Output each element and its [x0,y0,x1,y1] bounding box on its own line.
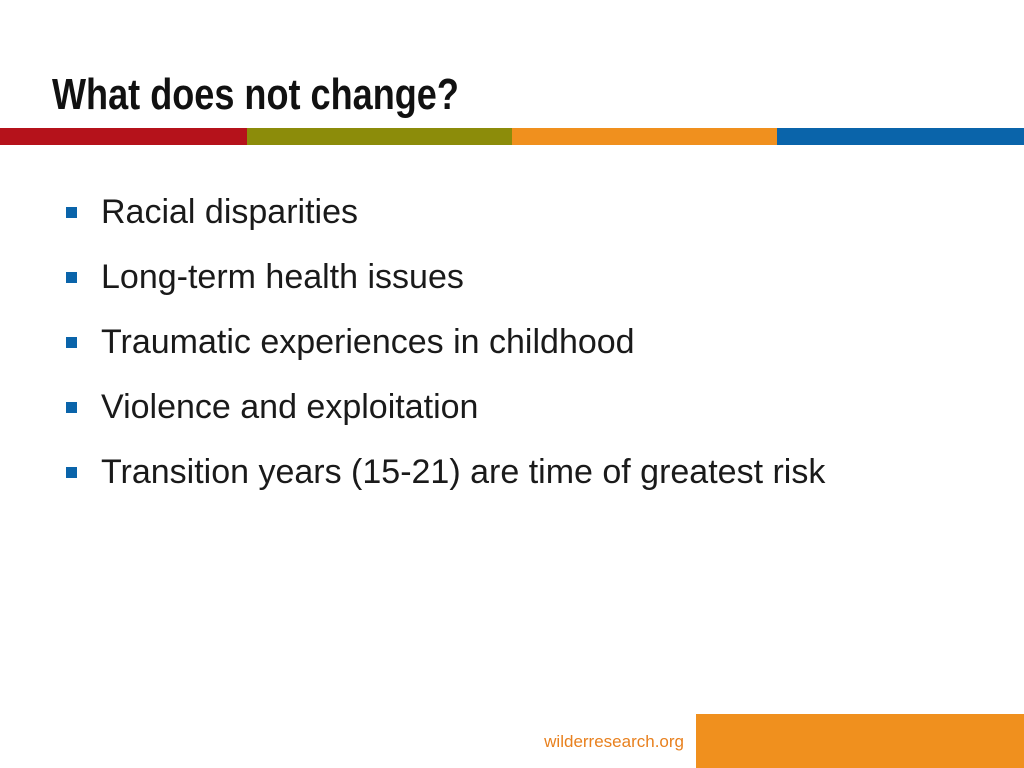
stripe-blue [777,128,1024,145]
bullet-item: Violence and exploitation [60,375,825,440]
stripe-olive [247,128,512,145]
bullet-item: Traumatic experiences in childhood [60,310,825,375]
bullet-item: Transition years (15-21) are time of gre… [60,440,825,505]
stripe-red [0,128,247,145]
bullet-text: Racial disparities [101,193,358,231]
bullet-text: Transition years (15-21) are time of gre… [101,453,826,491]
footer-website-link[interactable]: wilderresearch.org [544,732,684,751]
bullet-item: Racial disparities [60,180,825,245]
bullet-text: Traumatic experiences in childhood [101,323,635,361]
slide-title: What does not change? [52,70,459,119]
square-bullet-icon [66,272,77,283]
bullet-list: Racial disparities Long-term health issu… [60,180,825,505]
square-bullet-icon [66,467,77,478]
bullet-text: Long-term health issues [101,258,464,296]
bullet-text: Violence and exploitation [101,388,479,426]
footer-orange-block [696,714,1024,768]
stripe-orange [512,128,777,145]
square-bullet-icon [66,207,77,218]
square-bullet-icon [66,402,77,413]
square-bullet-icon [66,337,77,348]
bullet-item: Long-term health issues [60,245,825,310]
color-stripe-divider [0,128,1024,145]
